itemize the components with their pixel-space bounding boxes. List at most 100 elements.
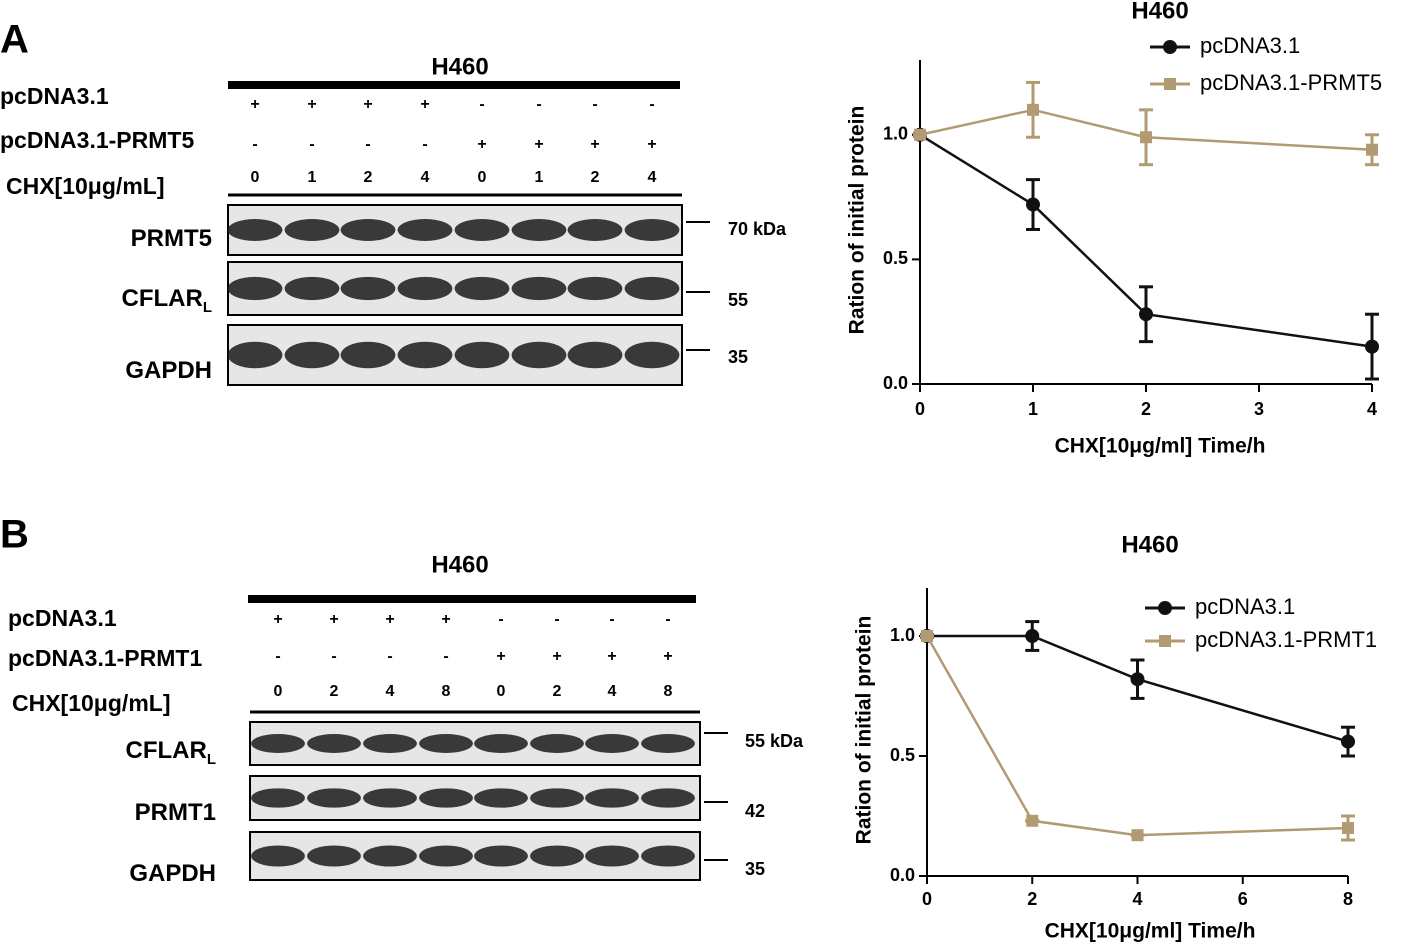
lane-value: - [554, 611, 559, 628]
header-bar [248, 595, 696, 603]
band [641, 788, 695, 808]
panel-letter: A [0, 18, 29, 62]
point [1027, 103, 1039, 116]
lane-value: + [363, 96, 372, 113]
lane-value: 1 [535, 169, 544, 186]
marker-label: 55 kDa [745, 731, 804, 751]
lane-value: + [477, 136, 486, 153]
lane-value: 4 [421, 169, 430, 186]
band-label: GAPDH [129, 860, 216, 887]
lane-value: 0 [274, 683, 283, 700]
lane-value: + [647, 136, 656, 153]
band-sub: L [207, 751, 216, 768]
band [284, 341, 340, 369]
lane-value: - [665, 611, 670, 628]
y-tick-label: 1.0 [883, 124, 908, 144]
band [454, 219, 510, 241]
x-tick-label: 4 [1367, 399, 1377, 419]
lane-value: 8 [664, 683, 673, 700]
lane-value: - [609, 611, 614, 628]
band [567, 219, 623, 241]
lane-value: 2 [591, 169, 600, 186]
band [284, 276, 340, 301]
band [363, 788, 417, 808]
point [1163, 40, 1177, 54]
point [1365, 339, 1379, 354]
band [227, 219, 283, 241]
band-label: CFLARL [122, 285, 213, 316]
band [307, 788, 361, 808]
series-line [919, 108, 1373, 151]
point [1164, 78, 1176, 90]
lane-value: + [496, 648, 505, 665]
point [1025, 629, 1040, 643]
lane-value: 1 [308, 169, 317, 186]
lane-value: 8 [442, 683, 451, 700]
band [340, 276, 396, 301]
band [284, 219, 340, 241]
x-axis-title: CHX[10μg/ml] Time/h [1045, 920, 1256, 943]
lane-value: + [250, 96, 259, 113]
band [624, 276, 680, 301]
lane-value: - [252, 136, 257, 153]
band [454, 276, 510, 301]
x-tick-label: 3 [1254, 399, 1264, 419]
x-tick-label: 6 [1238, 889, 1248, 909]
y-tick-label: 1.0 [890, 625, 915, 645]
band [511, 276, 567, 301]
lane-value: - [536, 96, 541, 113]
row-label: pcDNA3.1-PRMT1 [8, 645, 202, 671]
point [1341, 734, 1355, 749]
point [914, 128, 926, 141]
band-label: CFLARL [126, 737, 217, 768]
y-tick-label: 0.5 [890, 745, 915, 765]
legend-label: pcDNA3.1 [1195, 594, 1295, 619]
lane-value: - [649, 96, 654, 113]
band-name: PRMT5 [131, 225, 212, 252]
row-label: CHX[10μg/mL] [12, 690, 170, 716]
point [1158, 601, 1172, 615]
x-tick-label: 2 [1027, 889, 1037, 909]
band [530, 788, 584, 808]
band [227, 341, 283, 369]
series-line [919, 133, 1373, 348]
legend-label: pcDNA3.1-PRMT1 [1195, 627, 1377, 652]
lane-value: - [422, 136, 427, 153]
band [419, 734, 473, 753]
point [1131, 829, 1144, 842]
x-tick-label: 1 [1028, 399, 1038, 419]
lane-value: - [479, 96, 484, 113]
x-tick-label: 2 [1141, 399, 1151, 419]
band [419, 788, 473, 808]
row-label: pcDNA3.1-PRMT5 [0, 127, 194, 153]
lane-value: 4 [648, 169, 657, 186]
lane-value: - [365, 136, 370, 153]
band [474, 845, 528, 867]
band [585, 788, 639, 808]
row-label: pcDNA3.1 [8, 605, 117, 631]
band [585, 734, 639, 753]
band [585, 845, 639, 867]
lane-value: 4 [608, 683, 617, 700]
point [1159, 635, 1171, 647]
header-bar [228, 81, 680, 89]
lane-value: + [534, 136, 543, 153]
lane-value: + [273, 611, 282, 628]
lane-value: - [309, 136, 314, 153]
band [363, 734, 417, 753]
marker-label: 70 kDa [728, 219, 787, 239]
band-name: CFLAR [122, 285, 203, 312]
band-sub: L [203, 299, 212, 316]
band [624, 219, 680, 241]
band [307, 845, 361, 867]
y-tick-label: 0.0 [883, 373, 908, 393]
point [1130, 672, 1145, 687]
lane-value: - [387, 648, 392, 665]
band-name: GAPDH [125, 357, 212, 384]
x-tick-label: 8 [1343, 889, 1353, 909]
lane-value: 0 [497, 683, 506, 700]
lane-value: + [590, 136, 599, 153]
y-axis-title: Ration of initial protein [853, 616, 876, 845]
band [251, 734, 305, 753]
